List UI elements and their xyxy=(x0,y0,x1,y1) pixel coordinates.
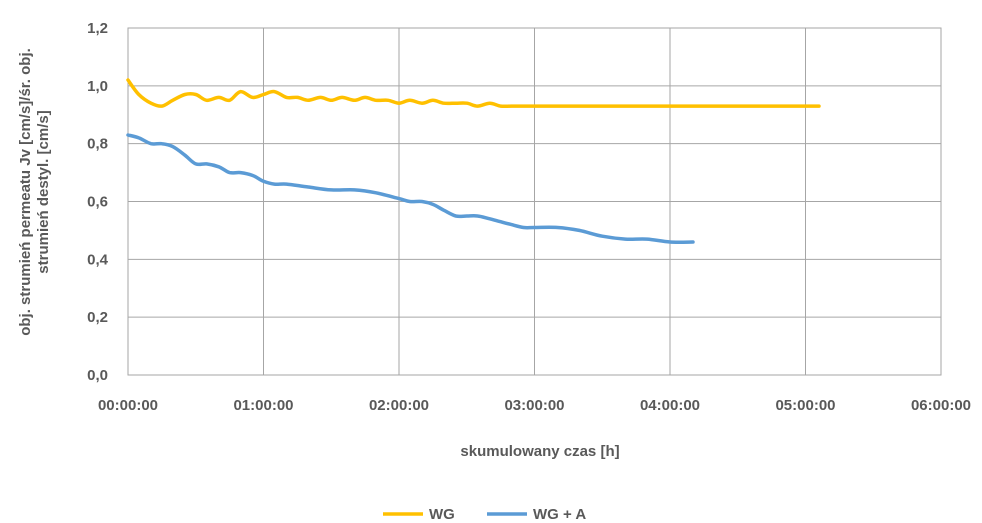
series-lines xyxy=(126,78,821,244)
x-tick-label: 02:00:00 xyxy=(369,397,429,414)
legend-label: WG + A xyxy=(533,506,586,523)
x-axis-ticks: 00:00:00 01:00:00 02:00:00 03:00:00 04:00:00… xyxy=(98,397,971,414)
series-line-wg xyxy=(126,78,821,109)
y-tick-label: 0,0 xyxy=(87,367,108,384)
series-line-wg-plus-a xyxy=(126,133,695,244)
y-tick-label: 0,6 xyxy=(87,194,108,211)
legend-label: WG xyxy=(429,506,455,523)
y-axis-title-line2: strumień destyl. [cm/s] xyxy=(35,110,52,273)
y-tick-label: 0,4 xyxy=(87,251,109,268)
x-tick-label: 06:00:00 xyxy=(911,397,971,414)
legend: WG WG + A xyxy=(383,506,586,523)
y-tick-label: 1,2 xyxy=(87,20,108,37)
x-axis-title: skumulowany czas [h] xyxy=(460,443,619,460)
x-tick-label: 01:00:00 xyxy=(233,397,293,414)
legend-item: WG xyxy=(383,506,455,523)
y-tick-label: 0,2 xyxy=(87,309,108,326)
y-axis-title-line1: obj. strumień permeatu Jv [cm/s]/śr. obj… xyxy=(17,48,34,336)
grid-lines xyxy=(127,27,942,376)
y-tick-label: 0,8 xyxy=(87,136,108,153)
y-axis-title: obj. strumień permeatu Jv [cm/s]/śr. obj… xyxy=(17,48,52,336)
x-tick-label: 04:00:00 xyxy=(640,397,700,414)
y-tick-label: 1,0 xyxy=(87,78,108,95)
plot-area xyxy=(127,27,942,376)
y-axis-ticks: 0,0 0,2 0,4 0,6 0,8 1,0 1,2 xyxy=(87,20,109,384)
x-tick-label: 03:00:00 xyxy=(504,397,564,414)
legend-item: WG + A xyxy=(487,506,586,523)
x-tick-label: 05:00:00 xyxy=(775,397,835,414)
x-tick-label: 00:00:00 xyxy=(98,397,158,414)
